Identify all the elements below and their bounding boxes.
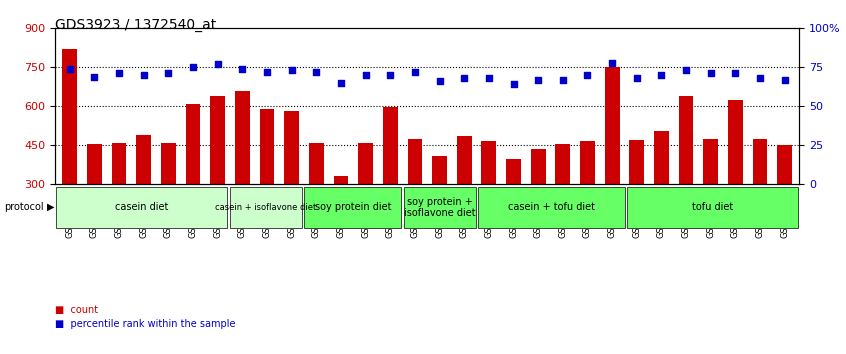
Bar [112,143,127,262]
Point [630,75,644,81]
Text: ■  percentile rank within the sample: ■ percentile rank within the sample [55,319,235,329]
Point [606,60,619,65]
Point [753,75,766,81]
Text: protocol: protocol [4,202,44,212]
Bar [530,149,546,262]
Point [63,66,76,72]
Bar [457,136,471,262]
Bar [63,49,77,262]
Text: soy protein +
isoflavone diet: soy protein + isoflavone diet [404,196,475,218]
FancyBboxPatch shape [627,187,799,228]
Bar [383,108,398,262]
FancyBboxPatch shape [230,187,302,228]
Bar [284,112,299,262]
Point [728,71,742,76]
Bar [629,140,644,262]
Point [433,79,447,84]
Bar [333,176,349,262]
Bar [678,96,694,262]
Point [458,75,471,81]
Text: casein + isoflavone diet: casein + isoflavone diet [215,203,316,212]
Point [778,77,792,82]
Point [383,72,397,78]
Point [408,69,421,75]
Bar [185,104,201,262]
Text: ■  count: ■ count [55,305,98,315]
Bar [556,144,570,262]
Text: GDS3923 / 1372540_at: GDS3923 / 1372540_at [55,18,217,32]
Text: casein + tofu diet: casein + tofu diet [508,202,595,212]
Text: soy protein diet: soy protein diet [315,202,391,212]
Point [580,72,594,78]
Point [310,69,323,75]
Point [113,71,126,76]
Point [531,77,545,82]
Point [679,68,693,73]
Bar [728,100,743,262]
Point [334,80,348,86]
Bar [481,141,497,262]
Bar [580,141,595,262]
Point [162,71,175,76]
Point [704,71,717,76]
Bar [703,139,718,262]
Bar [136,135,151,262]
Point [137,72,151,78]
Bar [161,143,176,262]
Point [88,74,102,79]
Point [507,81,520,87]
FancyBboxPatch shape [56,187,228,228]
Bar [211,96,225,262]
Point [655,72,668,78]
Point [235,66,249,72]
Point [285,68,299,73]
Bar [753,139,767,262]
Bar [87,144,102,262]
Text: tofu diet: tofu diet [692,202,733,212]
Bar [408,139,422,262]
Bar [605,67,619,262]
Bar [358,143,373,262]
Text: casein diet: casein diet [115,202,168,212]
Point [211,61,224,67]
Point [556,77,569,82]
Point [359,72,372,78]
Text: ▶: ▶ [47,202,55,212]
Point [261,69,274,75]
Bar [506,159,521,262]
Bar [654,131,669,262]
FancyBboxPatch shape [305,187,401,228]
FancyBboxPatch shape [478,187,624,228]
Point [186,64,200,70]
FancyBboxPatch shape [404,187,475,228]
Bar [235,91,250,262]
Point [482,75,496,81]
Bar [777,145,792,262]
Bar [309,143,324,262]
Bar [432,155,447,262]
Bar [260,109,274,262]
